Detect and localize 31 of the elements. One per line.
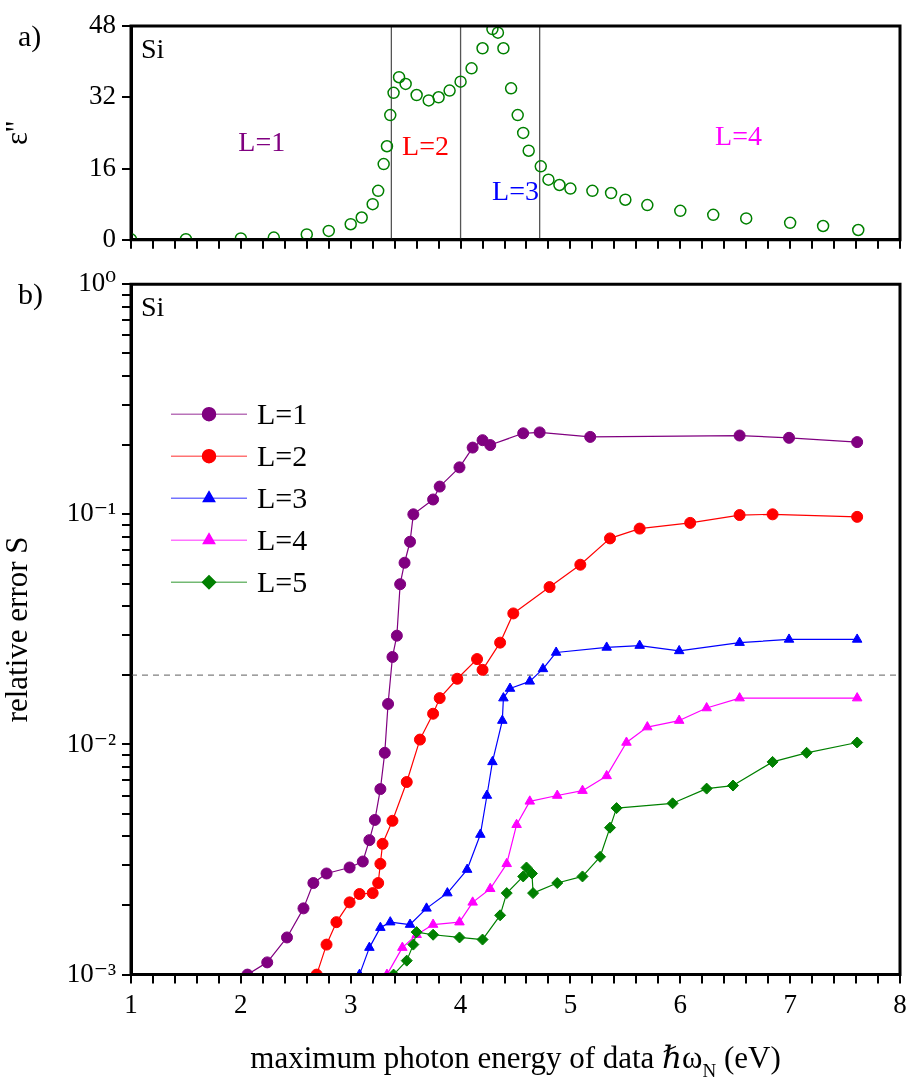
annotation: L=3 [492,175,539,207]
legend-label: L=5 [257,565,308,599]
legend-label: L=2 [257,439,308,473]
text: b) [18,277,43,312]
y-axis-title: ε'' [0,120,34,145]
y-tick-label: 0 [102,222,116,253]
x-tick-label: 2 [234,988,248,1019]
annotation: L=1 [238,125,286,157]
y-tick-label: 10⁻³ [66,957,116,988]
y-tick-label: 10⁰ [78,267,117,298]
x-tick-label: 6 [673,988,688,1019]
text: a) [18,19,42,53]
annotation: L=2 [402,130,449,162]
annotation: L=4 [715,119,762,151]
annotation: Si [141,291,165,323]
x-tick-label: 5 [563,988,578,1019]
legend-label: L=1 [257,397,308,431]
y-tick-label: 32 [89,80,116,111]
x-tick-label: 4 [453,988,468,1019]
x-tick-label: 8 [893,988,907,1019]
x-tick-label: 3 [343,988,358,1019]
legend-label: L=4 [257,523,308,557]
legend-label: L=3 [257,481,308,515]
y-tick-label: 48 [89,9,116,40]
y-axis-title: relative error S [0,536,34,723]
x-tick-label: 7 [783,988,797,1019]
x-tick-label: 1 [124,988,138,1019]
y-tick-label: 10⁻² [66,727,116,758]
annotation: Si [141,33,165,64]
y-tick-label: 16 [89,151,116,182]
y-tick-label: 10⁻¹ [66,497,116,528]
